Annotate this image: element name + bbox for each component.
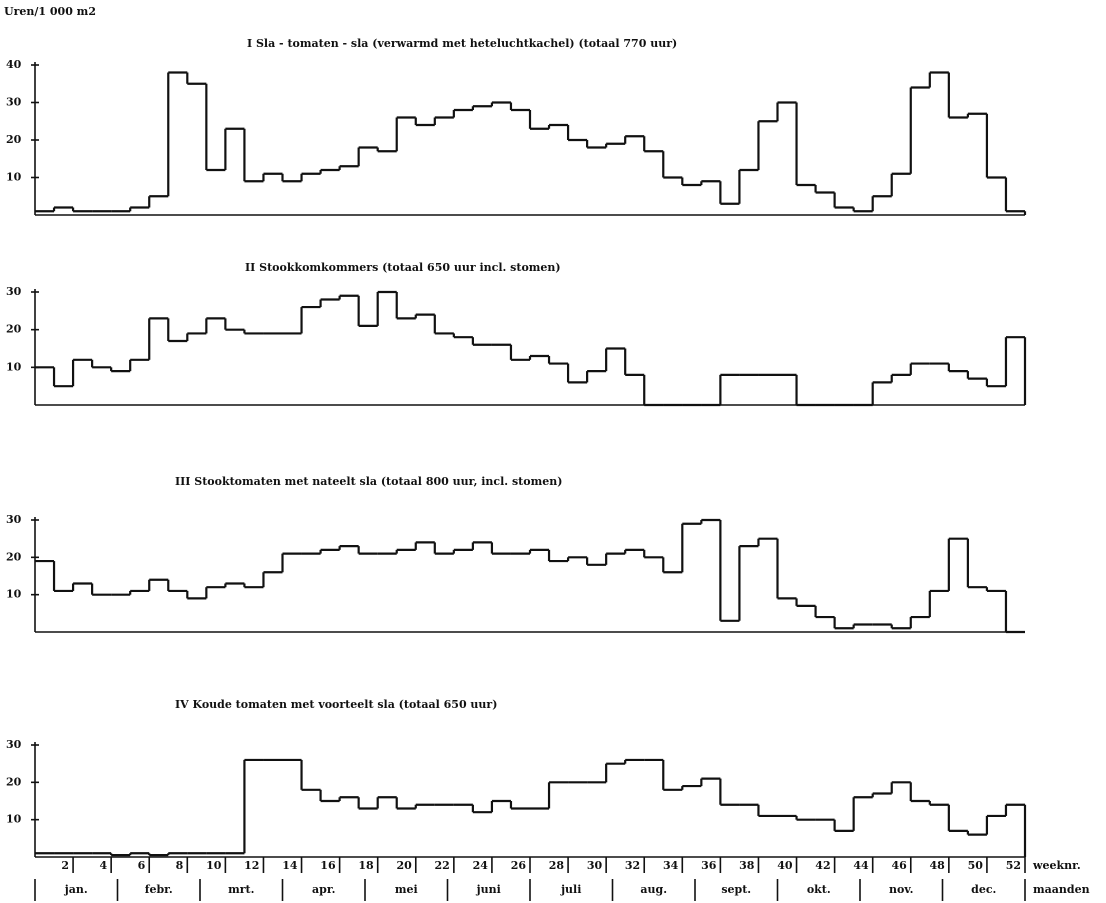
x-tick-label: 14 [282, 859, 298, 872]
y-tick-label: 10 [6, 360, 22, 373]
x-tick-label: 2 [61, 859, 69, 872]
y-tick-label: 30 [6, 96, 22, 109]
month-label: nov. [889, 883, 913, 896]
x-tick-label: 24 [473, 859, 489, 872]
x-tick-label: 46 [891, 859, 907, 872]
month-label: aug. [640, 883, 667, 896]
x-tick-label: 28 [549, 859, 565, 872]
y-tick-label: 30 [6, 513, 22, 526]
chart-title: III Stooktomaten met nateelt sla (totaal… [175, 475, 562, 488]
months-label: maanden [1033, 883, 1090, 896]
x-tick-label: 38 [739, 859, 755, 872]
month-label: dec. [971, 883, 996, 896]
x-axis-label: weeknr. [1032, 859, 1081, 872]
month-label: mei [395, 883, 418, 896]
x-tick-label: 42 [815, 859, 830, 872]
x-tick-label: 44 [853, 859, 869, 872]
month-label: okt. [807, 883, 831, 896]
y-tick-label: 20 [6, 323, 22, 336]
chart-title: IV Koude tomaten met voorteelt sla (tota… [175, 698, 497, 711]
x-tick-label: 16 [320, 859, 336, 872]
y-tick-label: 20 [6, 550, 22, 563]
x-tick-label: 20 [396, 859, 412, 872]
x-tick-label: 22 [435, 859, 450, 872]
x-tick-label: 10 [206, 859, 222, 872]
x-tick-label: 52 [1006, 859, 1021, 872]
month-label: mrt. [228, 883, 254, 896]
y-tick-label: 10 [6, 588, 22, 601]
y-tick-label: 20 [6, 775, 22, 788]
x-tick-label: 30 [587, 859, 603, 872]
x-tick-label: 48 [930, 859, 946, 872]
y-tick-label: 40 [6, 58, 22, 71]
y-tick-label: 30 [6, 738, 22, 751]
x-tick-label: 4 [99, 859, 107, 872]
x-tick-label: 18 [358, 859, 374, 872]
x-tick-label: 8 [176, 859, 184, 872]
y-tick-label: 20 [6, 133, 22, 146]
month-label: apr. [312, 883, 335, 896]
month-label: febr. [145, 883, 173, 896]
x-tick-label: 50 [968, 859, 984, 872]
x-tick-label: 6 [138, 859, 146, 872]
month-label: jan. [64, 883, 88, 896]
x-tick-label: 40 [777, 859, 793, 872]
x-tick-label: 34 [663, 859, 679, 872]
x-tick-label: 26 [511, 859, 527, 872]
y-tick-label: 10 [6, 813, 22, 826]
x-tick-label: 12 [244, 859, 259, 872]
y-axis-label: Uren/1 000 m2 [4, 5, 96, 18]
month-label: sept. [721, 883, 751, 896]
y-tick-label: 30 [6, 285, 22, 298]
month-label: juni [476, 883, 501, 896]
month-label: juli [560, 883, 581, 896]
chart-title: II Stookkomkommers (totaal 650 uur incl.… [245, 261, 561, 274]
chart-title: I Sla - tomaten - sla (verwarmd met hete… [247, 37, 677, 50]
y-tick-label: 10 [6, 171, 22, 184]
x-tick-label: 32 [625, 859, 640, 872]
x-tick-label: 36 [701, 859, 717, 872]
